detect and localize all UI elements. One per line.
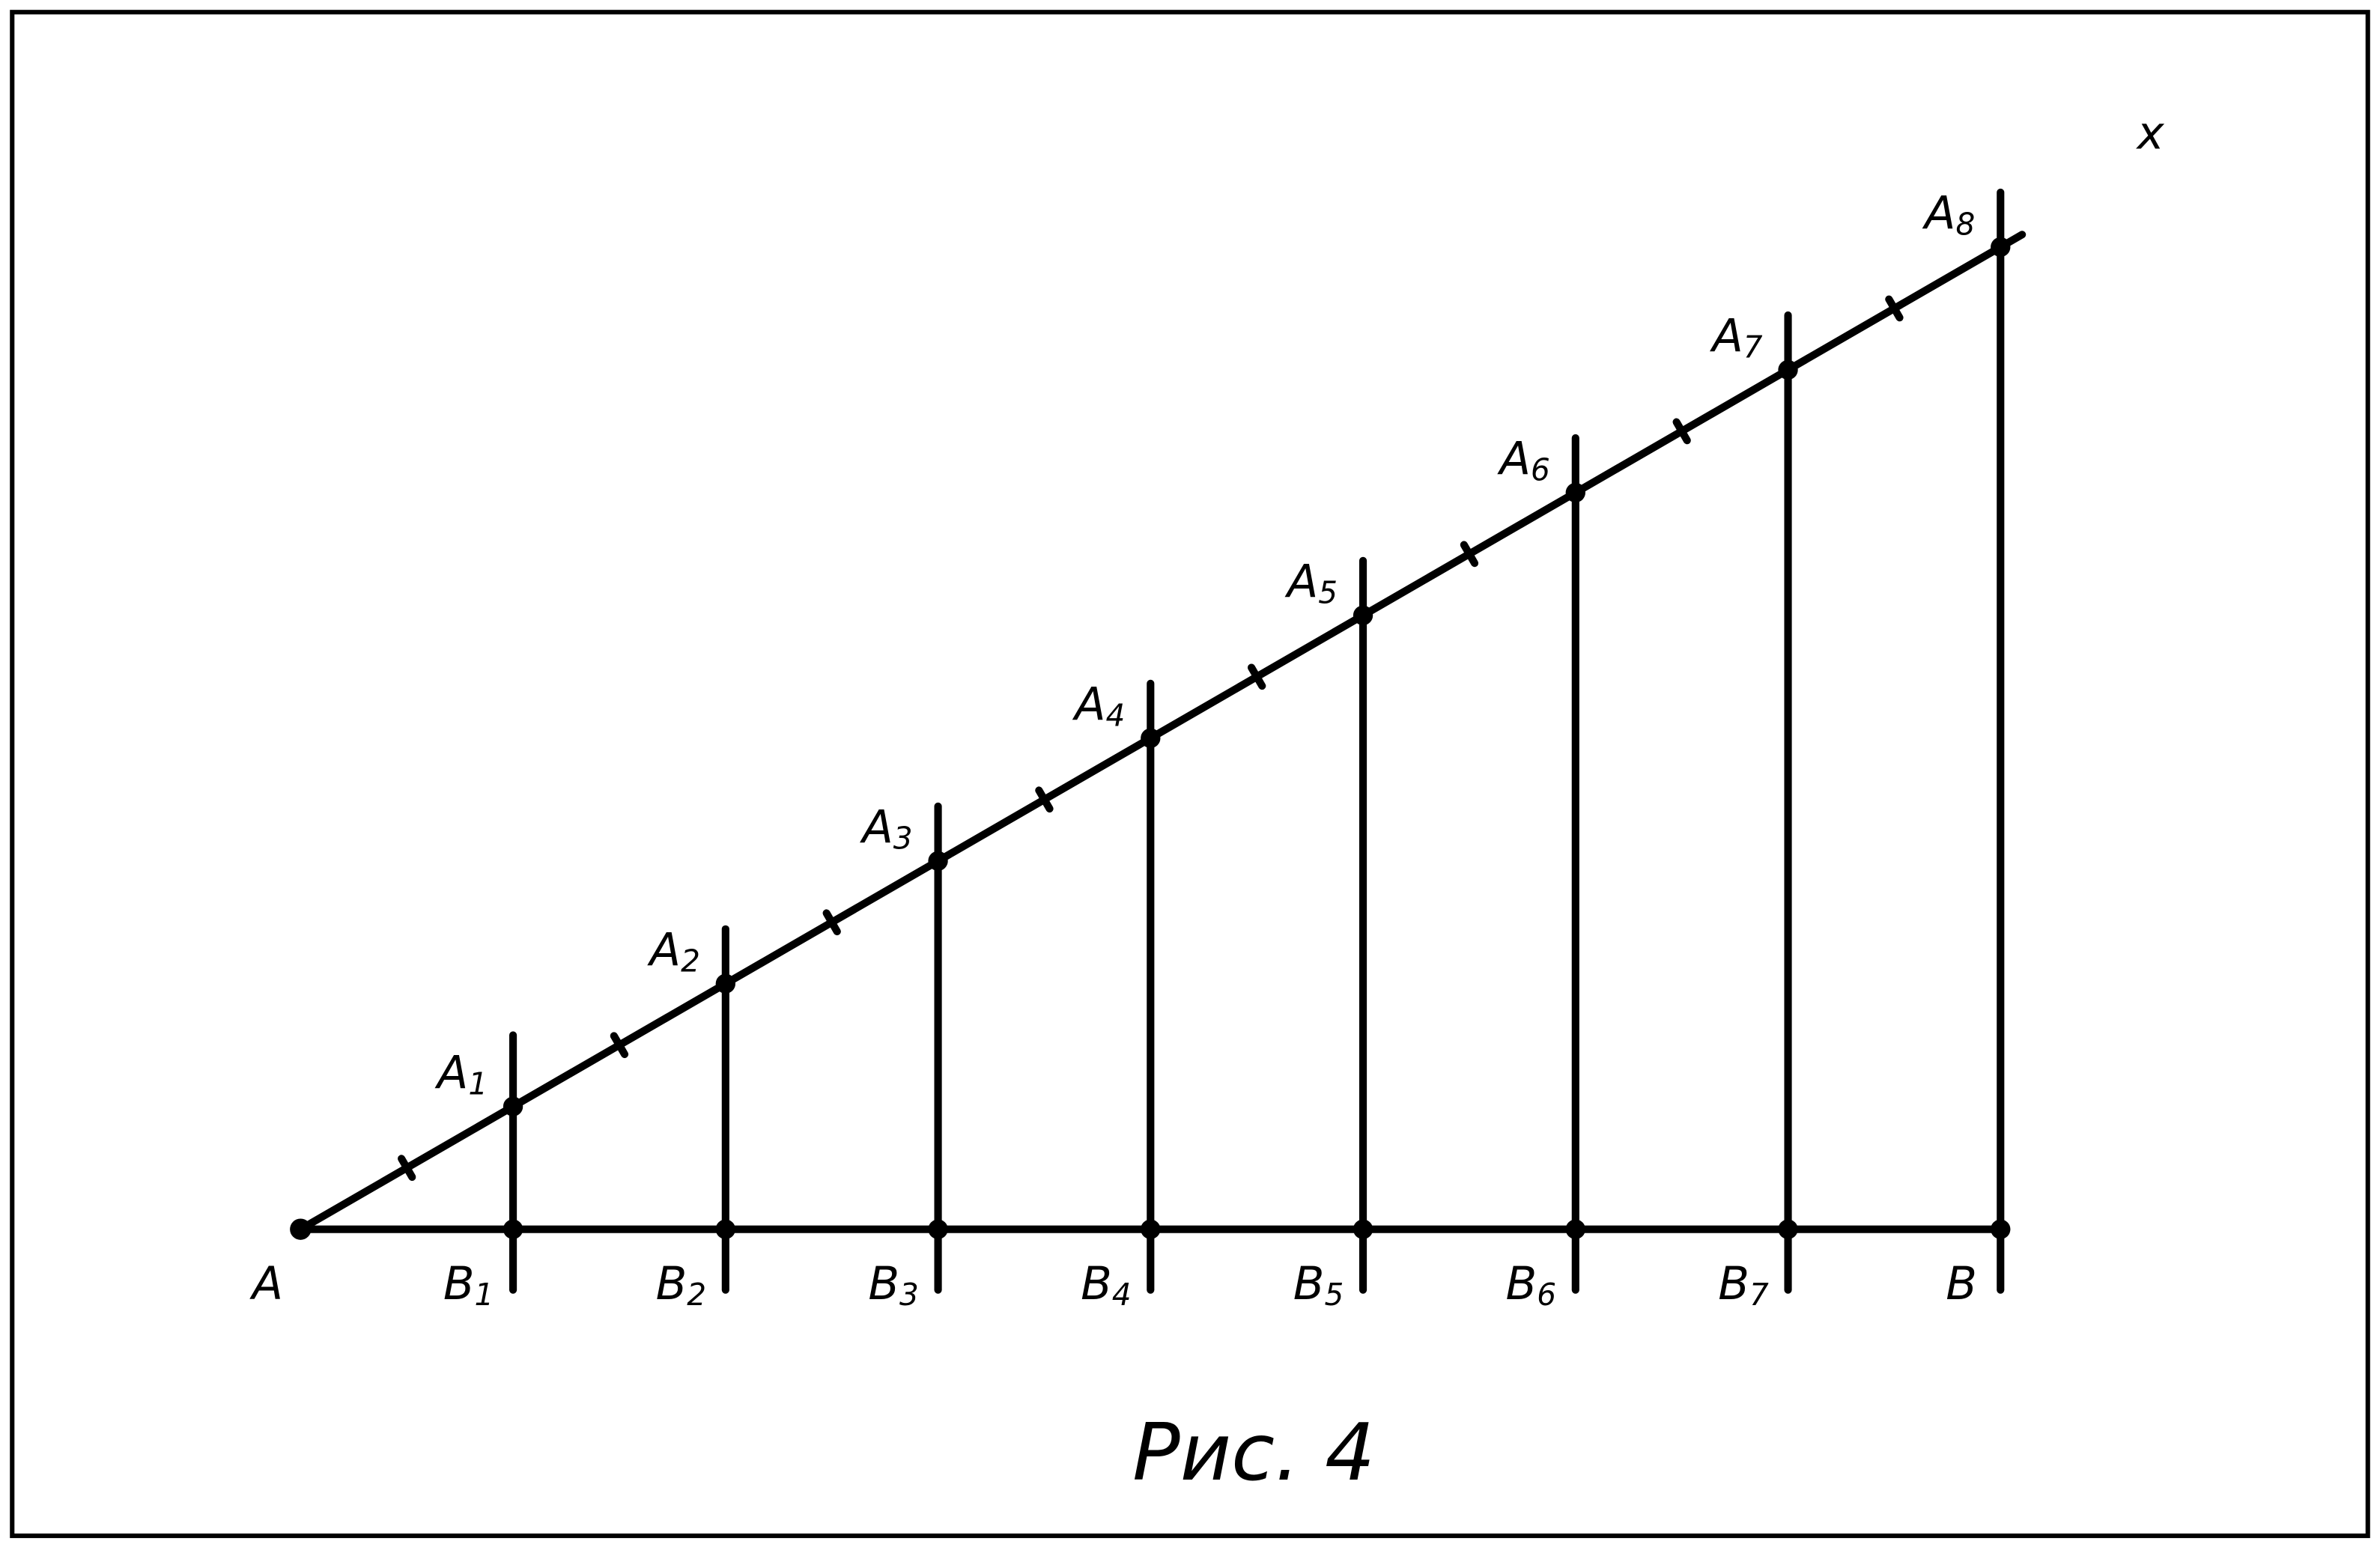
label-index: 4 xyxy=(1106,698,1126,734)
point xyxy=(1353,1219,1373,1239)
ray-point-label: A1 xyxy=(434,1047,488,1101)
point xyxy=(1565,1219,1585,1239)
label-index: 6 xyxy=(1531,452,1550,488)
point xyxy=(1778,1219,1798,1239)
point xyxy=(1991,237,2011,258)
end-label: B xyxy=(1946,1258,1977,1310)
ray-point-label: A8 xyxy=(1922,188,1975,243)
label-letter: A xyxy=(1709,311,1743,363)
label-index: 5 xyxy=(1325,1277,1344,1313)
label-letter: A xyxy=(1072,678,1106,731)
label-letter: B xyxy=(656,1258,687,1310)
segment-point-label: B1 xyxy=(443,1258,494,1313)
ray-point-label: A6 xyxy=(1496,434,1549,488)
point xyxy=(503,1096,523,1116)
label-index: 3 xyxy=(899,1277,919,1313)
label-letter: B xyxy=(1293,1258,1325,1310)
segment-point-label: B3 xyxy=(868,1258,919,1313)
point xyxy=(1991,1219,2011,1239)
label-index: 4 xyxy=(1112,1277,1132,1313)
label-letter: A xyxy=(434,1047,469,1099)
caption: Рис. 4 xyxy=(1132,1406,1375,1498)
ray-point-label: A3 xyxy=(859,801,912,856)
ray-label: x xyxy=(2136,108,2165,160)
point xyxy=(715,973,735,994)
point xyxy=(715,1219,735,1239)
segment-point-label: B6 xyxy=(1506,1258,1557,1313)
label-letter: A xyxy=(1284,556,1319,609)
label-index: 1 xyxy=(475,1277,494,1313)
ray-point-label: A5 xyxy=(1284,556,1338,611)
segment-point-label: B7 xyxy=(1718,1258,1769,1313)
segment-point-label: B2 xyxy=(656,1258,706,1313)
point xyxy=(1778,359,1798,380)
label-letter: A xyxy=(859,801,893,854)
label-letter: B xyxy=(868,1258,899,1310)
label-letter: A xyxy=(1922,188,1956,240)
ray-point-label: A7 xyxy=(1709,311,1763,365)
label-index: 3 xyxy=(893,821,913,857)
label-letter: B xyxy=(1718,1258,1749,1310)
origin-label: A xyxy=(249,1258,283,1310)
label-index: 5 xyxy=(1318,575,1338,611)
label-index: 2 xyxy=(681,943,700,979)
division-tick xyxy=(1672,418,1691,445)
label-letter: B xyxy=(443,1258,475,1310)
label-letter: A xyxy=(1496,434,1531,486)
label-letter: A xyxy=(646,924,681,976)
frame xyxy=(10,10,2370,1539)
label-index: 7 xyxy=(1743,329,1763,365)
point xyxy=(1353,605,1373,626)
label-index: 6 xyxy=(1537,1277,1556,1313)
point xyxy=(1141,1219,1161,1239)
division-tick xyxy=(1035,786,1054,813)
point xyxy=(503,1219,523,1239)
ray-x xyxy=(297,231,2027,1233)
label-index: 7 xyxy=(1749,1277,1769,1313)
division-tick xyxy=(1460,541,1479,568)
label-index: 1 xyxy=(468,1066,488,1101)
division-tick xyxy=(1885,295,1904,322)
point xyxy=(1141,728,1161,748)
label-letter: B xyxy=(1506,1258,1537,1310)
label-index: 2 xyxy=(687,1277,706,1313)
division-tick xyxy=(398,1155,416,1182)
segment-point-label: B4 xyxy=(1081,1258,1132,1313)
label-index: 8 xyxy=(1956,207,1976,243)
point xyxy=(1565,482,1585,503)
point xyxy=(928,1219,948,1239)
division-tick xyxy=(610,1032,629,1059)
segment-point-label: B5 xyxy=(1293,1258,1344,1313)
ray-point-label: A4 xyxy=(1072,678,1125,733)
ray-point-label: A2 xyxy=(646,924,699,979)
division-tick xyxy=(822,909,841,936)
label-letter: B xyxy=(1081,1258,1112,1310)
point xyxy=(928,851,948,871)
point xyxy=(290,1218,312,1240)
division-tick xyxy=(1248,663,1266,690)
